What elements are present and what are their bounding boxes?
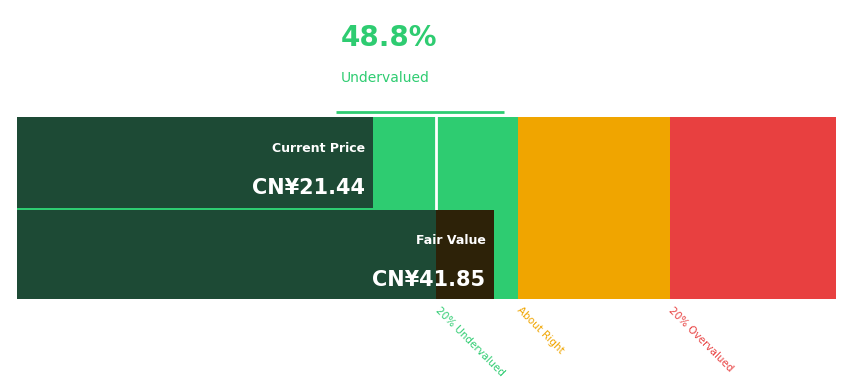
Text: Current Price: Current Price xyxy=(272,141,365,155)
Bar xyxy=(518,117,669,299)
Text: 48.8%: 48.8% xyxy=(340,24,436,52)
Text: 20% Undervalued: 20% Undervalued xyxy=(433,305,505,378)
Bar xyxy=(669,117,835,299)
Bar xyxy=(17,117,436,299)
Bar xyxy=(17,117,373,208)
Text: About Right: About Right xyxy=(515,305,565,356)
Text: CN¥21.44: CN¥21.44 xyxy=(252,178,365,198)
Bar xyxy=(436,210,493,299)
Text: 20% Overvalued: 20% Overvalued xyxy=(666,305,734,374)
Bar xyxy=(436,117,518,299)
Text: CN¥41.85: CN¥41.85 xyxy=(371,270,485,290)
Bar xyxy=(17,210,436,299)
Text: Undervalued: Undervalued xyxy=(340,71,429,85)
Text: Fair Value: Fair Value xyxy=(415,234,485,247)
